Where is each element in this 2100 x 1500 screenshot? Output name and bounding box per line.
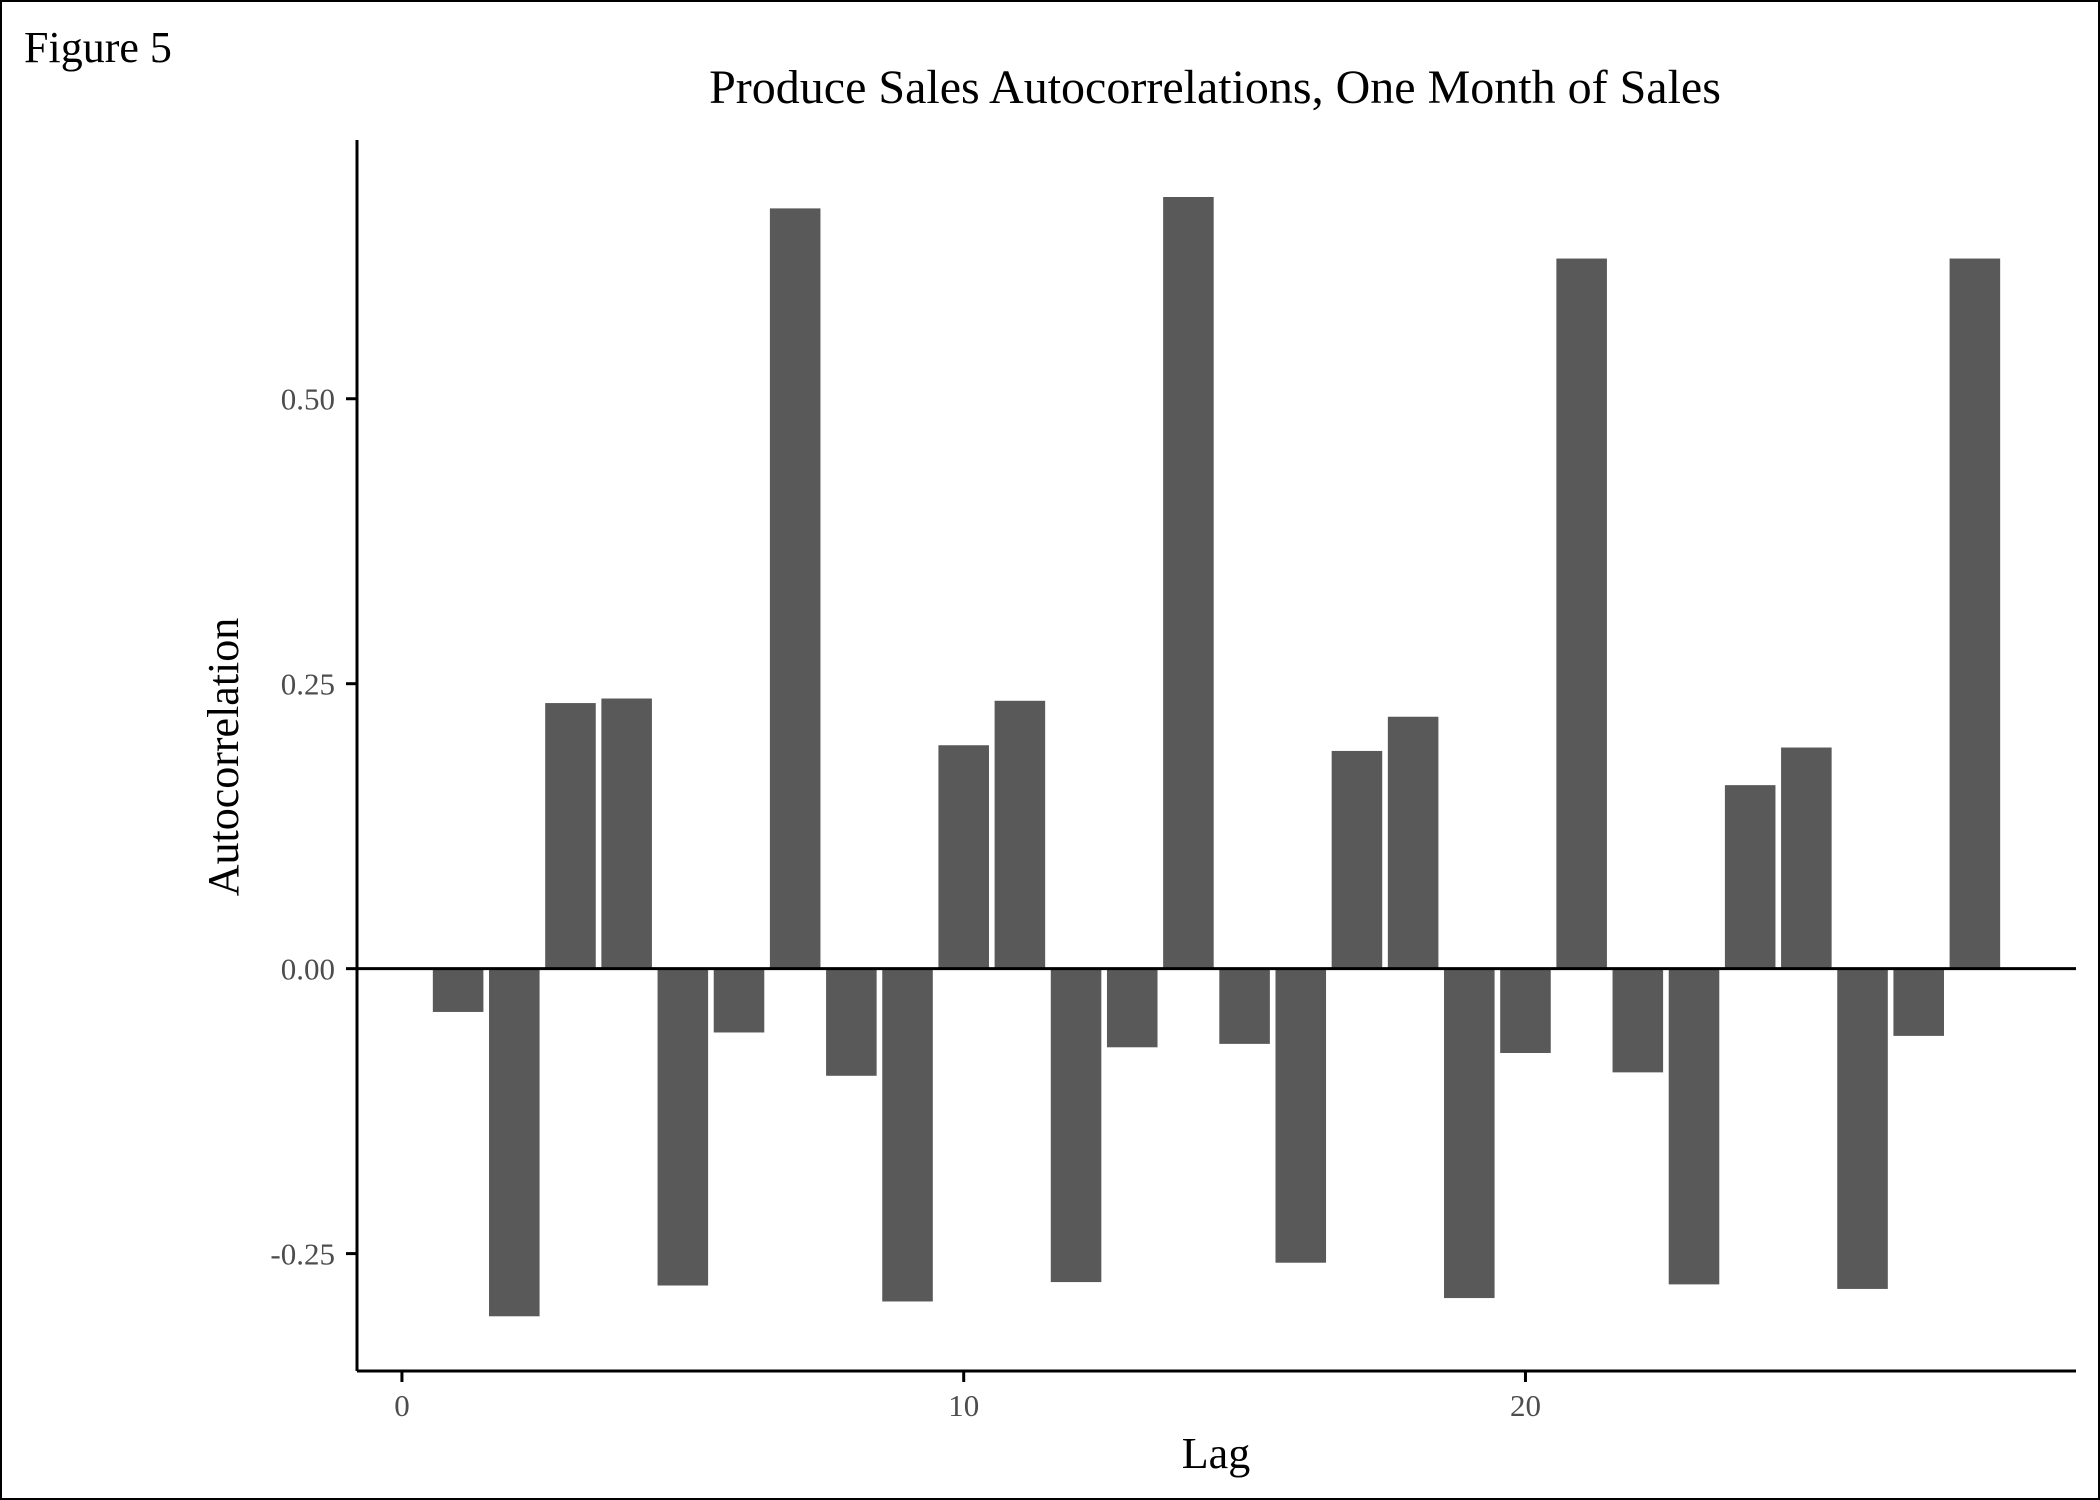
bar-lag-27 xyxy=(1893,968,1944,1036)
y-tick-label: 0.50 xyxy=(281,382,335,417)
bar-lag-22 xyxy=(1612,968,1664,1073)
figure-label: Figure 5 xyxy=(24,23,172,72)
y-tick-label: -0.25 xyxy=(270,1237,335,1272)
bar-lag-24 xyxy=(1724,785,1776,969)
bar-lag-5 xyxy=(657,968,709,1286)
bar-lag-6 xyxy=(713,968,765,1033)
x-tick-label: 10 xyxy=(948,1388,979,1423)
bar-lag-17 xyxy=(1331,750,1383,969)
bar-lag-25 xyxy=(1781,747,1832,969)
x-tick-label: 20 xyxy=(1510,1388,1541,1423)
bar-lag-19 xyxy=(1444,968,1495,1299)
bars-layer xyxy=(432,196,2001,1317)
bar-lag-20 xyxy=(1500,968,1551,1053)
bar-lag-10 xyxy=(938,745,989,969)
y-tick-label: 0.25 xyxy=(281,667,335,702)
bar-lag-15 xyxy=(1219,968,1270,1044)
bar-lag-3 xyxy=(545,703,596,969)
x-axis-label: Lag xyxy=(1182,1429,1250,1478)
bar-lag-7 xyxy=(769,208,821,969)
bar-lag-28 xyxy=(1949,258,2001,969)
bar-lag-8 xyxy=(826,968,877,1076)
bar-lag-26 xyxy=(1837,968,1888,1289)
bar-lag-2 xyxy=(489,968,540,1317)
bar-lag-18 xyxy=(1387,716,1439,969)
bar-lag-14 xyxy=(1163,196,1214,969)
bar-lag-23 xyxy=(1668,968,1720,1285)
x-tick-label: 0 xyxy=(394,1388,410,1423)
bar-lag-12 xyxy=(1050,968,1102,1283)
bar-lag-11 xyxy=(994,700,1046,969)
y-axis-ticks: -0.25 0.00 0.25 0.50 xyxy=(270,382,357,1272)
bar-lag-21 xyxy=(1556,258,1607,969)
y-axis-label: Autocorrelation xyxy=(199,618,248,897)
x-axis-ticks: 0 10 20 xyxy=(394,1371,1541,1423)
bar-lag-4 xyxy=(601,698,652,969)
bar-lag-9 xyxy=(882,968,933,1302)
bar-lag-13 xyxy=(1106,968,1158,1048)
y-tick-label: 0.00 xyxy=(281,952,335,987)
chart-title: Produce Sales Autocorrelations, One Mont… xyxy=(709,61,1721,114)
bar-lag-1 xyxy=(432,968,484,1012)
bar-lag-16 xyxy=(1275,968,1327,1263)
